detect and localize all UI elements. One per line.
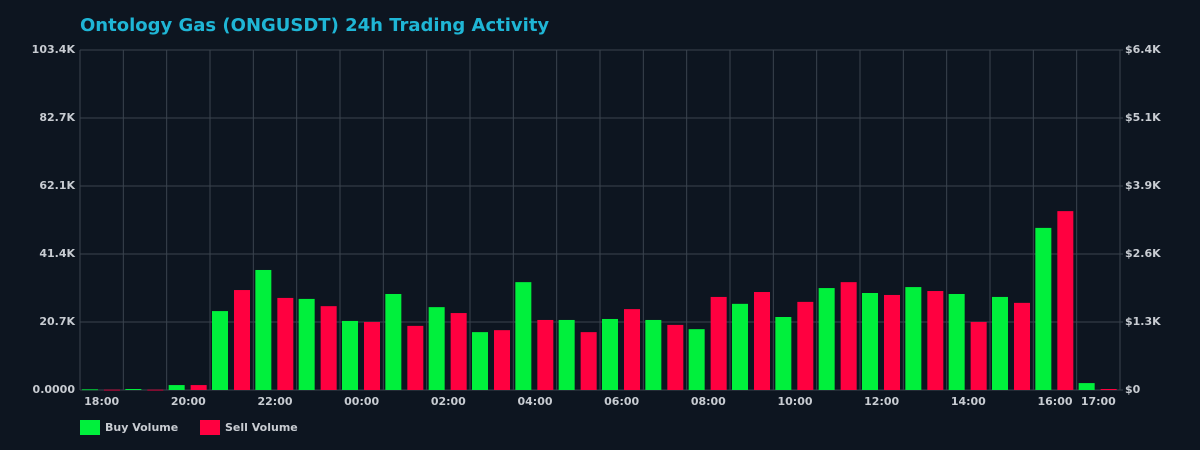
y2-tick-label: $2.6K	[1125, 247, 1161, 260]
bar	[104, 389, 120, 391]
bar	[82, 389, 98, 391]
bar	[992, 296, 1008, 390]
y-tick-label: 62.1K	[39, 179, 75, 192]
bar	[515, 282, 532, 390]
bar	[1078, 383, 1095, 390]
bar	[905, 287, 922, 390]
x-tick-label: 22:00	[257, 395, 292, 408]
bar	[1057, 211, 1074, 390]
bar	[602, 318, 618, 390]
bar	[342, 320, 358, 390]
bar	[190, 385, 207, 390]
bar	[147, 389, 164, 391]
x-tick-label: 16:00	[1037, 395, 1072, 408]
bar	[775, 317, 792, 390]
legend-label: Sell Volume	[225, 421, 298, 434]
bar	[884, 294, 900, 390]
y-tick-label: 0.0000	[33, 383, 76, 396]
y2-tick-label: $5.1K	[1125, 111, 1161, 124]
bar	[645, 319, 662, 390]
bar	[754, 292, 770, 390]
bar	[580, 332, 597, 390]
bar	[927, 291, 944, 390]
y2-tick-label: $3.9K	[1125, 179, 1161, 192]
bar	[710, 296, 727, 390]
legend-swatch	[80, 420, 100, 435]
y-tick-label: 41.4K	[39, 247, 75, 260]
bar	[818, 288, 835, 390]
y-tick-label: 103.4K	[32, 43, 76, 56]
x-tick-label: 20:00	[171, 395, 206, 408]
bar	[732, 303, 748, 390]
bar	[537, 319, 554, 390]
x-tick-label: 12:00	[864, 395, 899, 408]
x-tick-label: 00:00	[344, 395, 379, 408]
bar	[1035, 227, 1052, 390]
x-tick-label: 14:00	[951, 395, 986, 408]
y2-tick-label: $6.4K	[1125, 43, 1161, 56]
bar	[1014, 302, 1030, 390]
bar	[558, 319, 575, 390]
x-tick-label: 10:00	[777, 395, 812, 408]
y-tick-label: 20.7K	[39, 315, 75, 328]
bar	[125, 389, 142, 390]
x-tick-label: 08:00	[691, 395, 726, 408]
bar	[1100, 389, 1117, 390]
bar	[667, 324, 684, 390]
legend-swatch	[200, 420, 220, 435]
y-tick-label: 82.7K	[39, 111, 75, 124]
bar	[298, 298, 315, 390]
y2-tick-label: $1.3K	[1125, 315, 1161, 328]
bar	[688, 329, 705, 390]
bar	[234, 290, 250, 390]
bar	[277, 297, 294, 390]
bar	[168, 385, 185, 390]
bar	[840, 282, 857, 390]
bar	[494, 330, 510, 390]
legend-label: Buy Volume	[105, 421, 178, 434]
x-tick-label: 18:00	[84, 395, 119, 408]
bar	[970, 321, 987, 390]
bar	[862, 292, 878, 390]
bar	[948, 293, 965, 390]
bar	[624, 309, 640, 390]
bar	[407, 325, 424, 390]
bar	[255, 269, 272, 390]
y2-tick-label: $0	[1125, 383, 1141, 396]
bar	[364, 321, 380, 390]
x-tick-label: 17:00	[1081, 395, 1116, 408]
x-tick-label: 06:00	[604, 395, 639, 408]
x-tick-label: 02:00	[431, 395, 466, 408]
x-tick-label: 04:00	[517, 395, 552, 408]
bar	[797, 301, 814, 390]
bar	[320, 306, 337, 390]
bar	[450, 313, 467, 390]
bar	[428, 307, 445, 390]
bar	[472, 332, 488, 390]
bar	[385, 293, 402, 390]
bar	[212, 311, 228, 390]
chart-title: Ontology Gas (ONGUSDT) 24h Trading Activ…	[80, 15, 549, 36]
